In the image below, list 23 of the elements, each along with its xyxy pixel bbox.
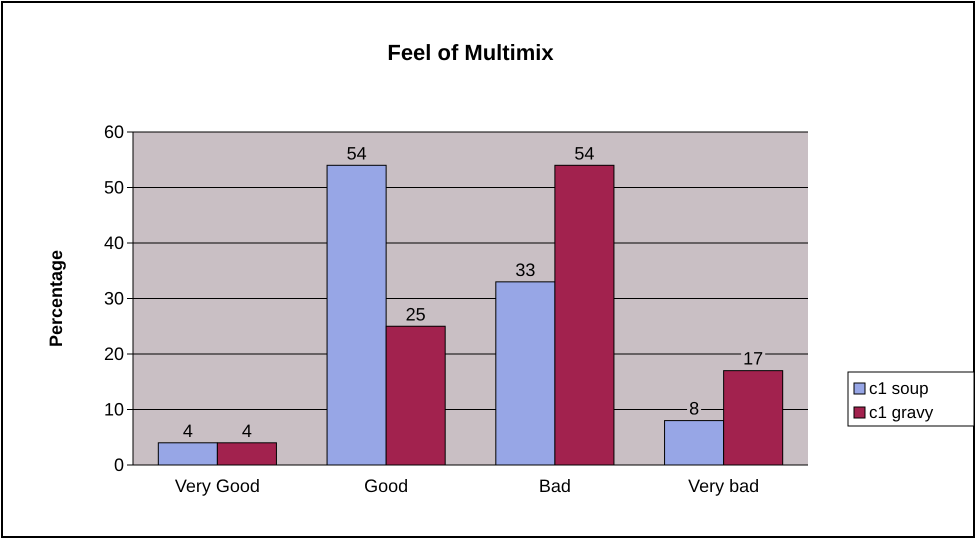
x-tick-label: Good xyxy=(364,476,408,496)
data-label: 33 xyxy=(515,260,536,280)
data-label: 4 xyxy=(182,420,193,441)
x-tick-label: Very Good xyxy=(174,476,260,496)
x-tick-label: Very bad xyxy=(688,476,760,496)
data-label: 54 xyxy=(574,143,594,164)
data-label: 25 xyxy=(406,304,426,324)
data-label: 54 xyxy=(346,143,367,164)
y-tick-label: 60 xyxy=(104,122,124,142)
legend-label: c1 gravy xyxy=(869,403,934,422)
data-label: 4 xyxy=(242,420,252,441)
y-tick-label: 50 xyxy=(104,177,124,198)
x-tick-label: Bad xyxy=(538,476,571,496)
y-axis-title: Percentage xyxy=(46,250,66,348)
y-tick-label: 10 xyxy=(104,399,124,420)
y-tick-label: 20 xyxy=(104,344,124,364)
y-tick-label: 30 xyxy=(104,288,124,308)
data-label: 17 xyxy=(743,348,764,369)
legend-label: c1 soup xyxy=(869,379,929,398)
chart-title: Feel of Multimix xyxy=(387,40,554,65)
y-tick-label: 0 xyxy=(114,454,124,475)
data-label: 8 xyxy=(689,398,700,419)
y-tick-label: 40 xyxy=(104,232,124,253)
